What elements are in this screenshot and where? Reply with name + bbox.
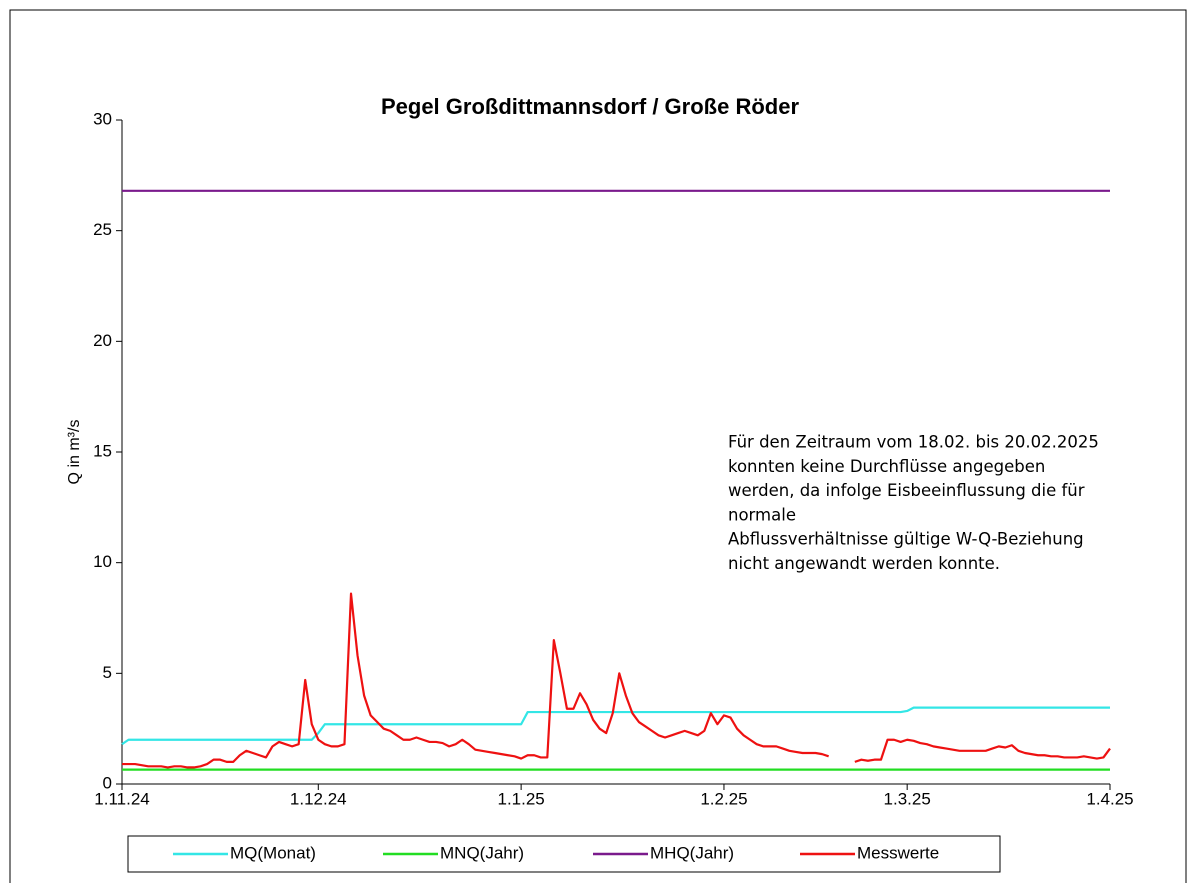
legend-label: MQ(Monat) — [230, 843, 316, 862]
y-tick-label: 5 — [103, 663, 112, 682]
y-axis-label: Q in m³/s — [66, 420, 83, 485]
x-tick-label: 1.2.25 — [700, 789, 747, 808]
annotation-line: werden, da infolge Eisbeeinflussung die … — [728, 481, 1085, 500]
series-line — [122, 592, 1111, 769]
x-tick-label: 1.12.24 — [290, 789, 347, 808]
x-tick-label: 1.4.25 — [1086, 789, 1133, 808]
chart-title: Pegel Großdittmannsdorf / Große Röder — [381, 94, 799, 119]
annotation-line: normale — [728, 505, 796, 524]
x-tick-label: 1.3.25 — [884, 789, 931, 808]
frame — [9, 9, 1187, 883]
annotation-line: nicht angewandt werden konnte. — [728, 554, 1000, 573]
annotation-line: konnten keine Durchflüsse angegeben — [728, 457, 1045, 476]
y-tick-label: 0 — [103, 773, 112, 792]
x-tick-label: 1.1.25 — [497, 789, 544, 808]
y-tick-label: 10 — [93, 552, 112, 571]
legend-label: MHQ(Jahr) — [650, 843, 734, 862]
x-tick-label: 1.11.24 — [94, 789, 149, 808]
legend-label: Messwerte — [857, 843, 939, 862]
y-tick-label: 15 — [93, 441, 112, 460]
y-tick-label: 20 — [93, 331, 112, 350]
y-tick-label: 30 — [93, 109, 112, 128]
legend-label: MNQ(Jahr) — [440, 843, 524, 862]
annotation-line: Abflussverhältnisse gültige W-Q-Beziehun… — [728, 530, 1084, 549]
series-line — [121, 706, 1110, 746]
annotation-line: Für den Zeitraum vom 18.02. bis 20.02.20… — [728, 433, 1099, 452]
y-tick-label: 25 — [93, 220, 112, 239]
